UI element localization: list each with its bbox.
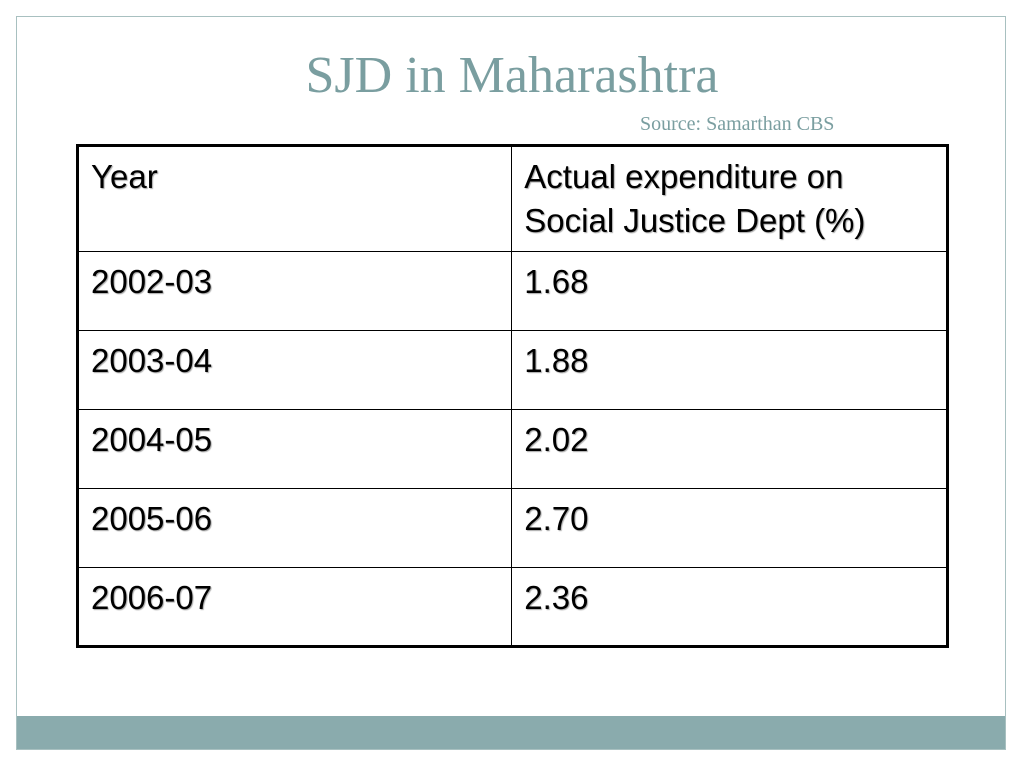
- table-header-row: Year Actual expenditure on Social Justic…: [76, 145, 948, 252]
- table-row: 2005-06 2.70: [76, 488, 948, 568]
- slide-title: SJD in Maharashtra: [305, 47, 719, 104]
- cell-expenditure: 2.36: [511, 567, 948, 647]
- cell-expenditure: 2.70: [511, 488, 948, 568]
- table-row: 2003-04 1.88: [76, 330, 948, 410]
- table-row: 2002-03 1.68: [76, 251, 948, 331]
- cell-expenditure: 1.88: [511, 330, 948, 410]
- expenditure-table: Year Actual expenditure on Social Justic…: [76, 144, 949, 648]
- cell-expenditure: 1.68: [511, 251, 948, 331]
- cell-expenditure: 2.02: [511, 409, 948, 489]
- cell-year: 2005-06: [76, 488, 513, 568]
- footer-accent-bar: [17, 716, 1005, 749]
- cell-year: 2002-03: [76, 251, 513, 331]
- header-year: Year: [76, 145, 513, 252]
- cell-year: 2006-07: [76, 567, 513, 647]
- cell-year: 2004-05: [76, 409, 513, 489]
- header-expenditure: Actual expenditure on Social Justice Dep…: [511, 145, 948, 252]
- source-caption: Source: Samarthan CBS: [640, 113, 835, 135]
- table-row: 2006-07 2.36: [76, 567, 948, 647]
- table-row: 2004-05 2.02: [76, 409, 948, 489]
- cell-year: 2003-04: [76, 330, 513, 410]
